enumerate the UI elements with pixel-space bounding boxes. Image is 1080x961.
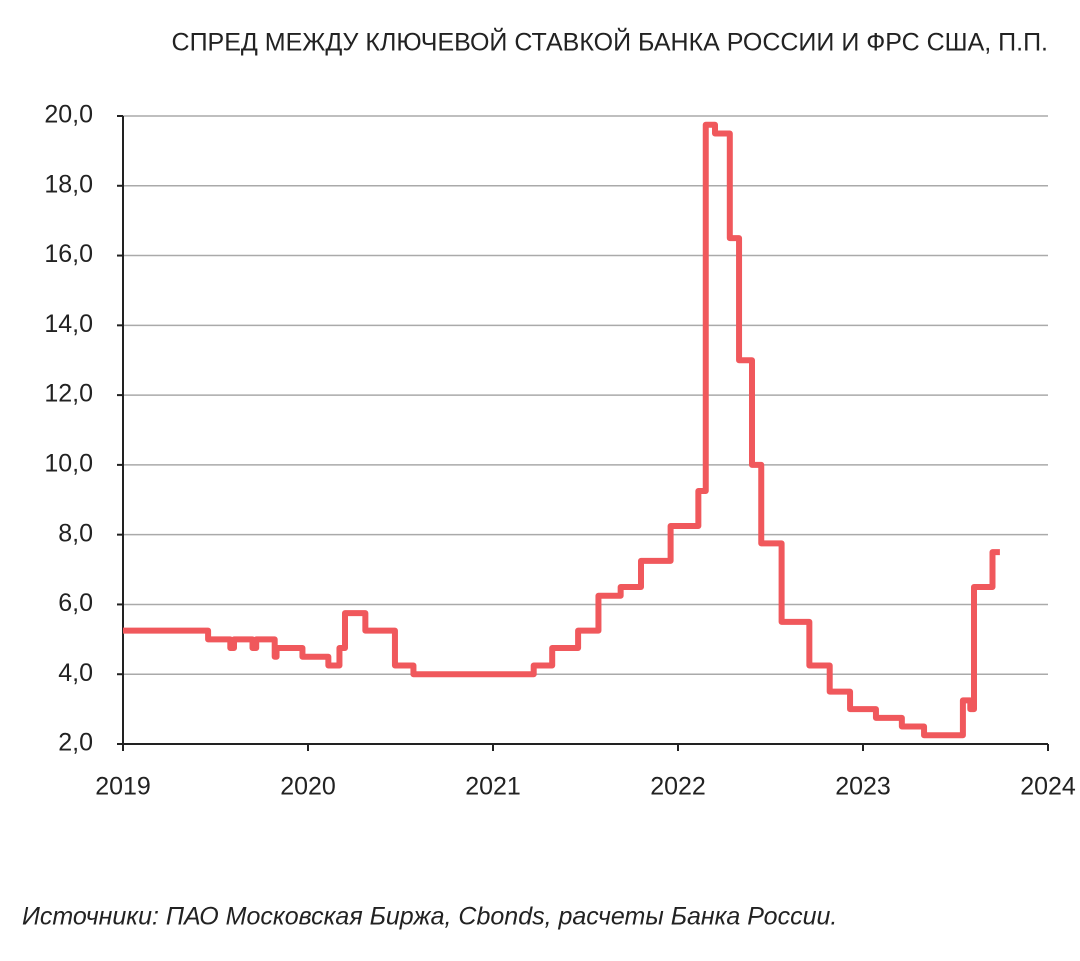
- y-tick-label: 8,0: [58, 519, 93, 547]
- y-tick-label: 12,0: [44, 380, 93, 408]
- y-tick-label: 4,0: [58, 659, 93, 687]
- chart-title: СПРЕД МЕЖДУ КЛЮЧЕВОЙ СТАВКОЙ БАНКА РОССИ…: [172, 27, 1048, 57]
- source-note: Источники: ПАО Московская Биржа, Cbonds,…: [22, 903, 837, 931]
- y-tick-label: 16,0: [44, 240, 93, 268]
- y-tick-label: 2,0: [58, 729, 93, 757]
- x-tick-label: 2024: [1020, 773, 1076, 801]
- x-tick-label: 2021: [465, 773, 521, 801]
- x-tick-label: 2022: [650, 773, 706, 801]
- data-line: [123, 121, 1000, 739]
- y-tick-label: 14,0: [44, 310, 93, 338]
- x-tick-label: 2020: [280, 773, 336, 801]
- y-tick-label: 18,0: [44, 170, 93, 198]
- x-tick-label: 2023: [835, 773, 891, 801]
- y-tick-label: 6,0: [58, 589, 93, 617]
- x-tick-label: 2019: [95, 773, 151, 801]
- y-tick-label: 10,0: [44, 449, 93, 477]
- y-tick-label: 20,0: [44, 101, 93, 129]
